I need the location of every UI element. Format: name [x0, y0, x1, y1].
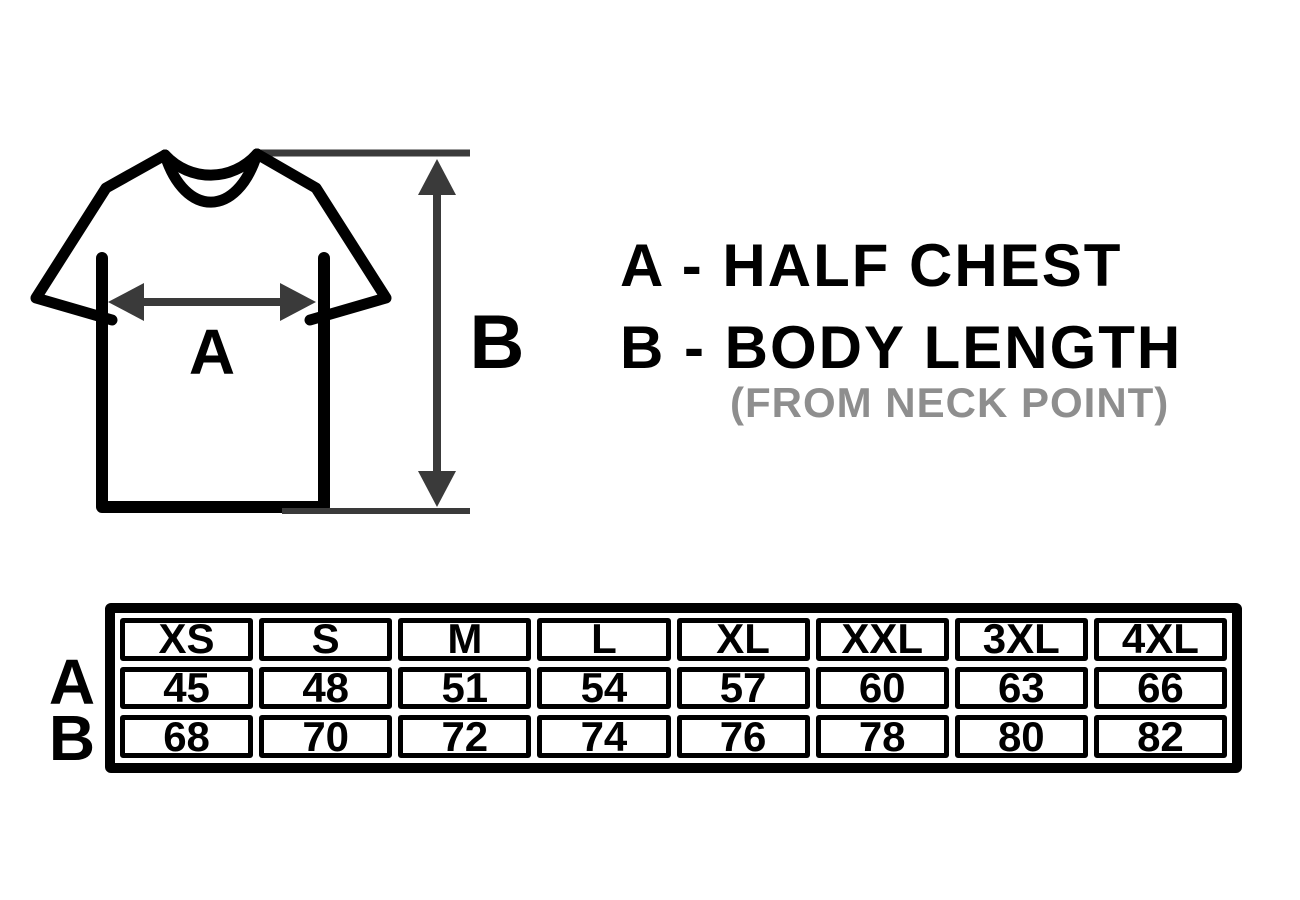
half-chest-value-xxl: 60 [815, 666, 949, 710]
size-header-l: L [537, 618, 671, 661]
tshirt-left-sleeve [30, 149, 171, 326]
size-header-s: S [259, 618, 393, 661]
size-header-4xl: 4XL [1093, 618, 1227, 661]
body-length-value-xxl: 78 [815, 715, 949, 758]
measure-a-label: A [189, 316, 235, 388]
half-chest-value-4xl: 66 [1093, 666, 1227, 710]
size-header-xs: XS [120, 618, 254, 661]
half-chest-value-m: 51 [398, 666, 532, 710]
body-length-value-m: 72 [398, 715, 532, 758]
half-chest-value-xl: 57 [676, 666, 810, 710]
body-length-value-xs: 68 [120, 715, 254, 758]
tshirt-torso [96, 252, 330, 513]
body-length-arrow-icon [418, 159, 456, 507]
tshirt-measure-diagram: A B [30, 148, 525, 514]
size-table: XS S M L XL XXL 3XL 4XL 45 48 51 54 57 6… [105, 603, 1242, 773]
half-chest-value-l: 54 [537, 666, 671, 710]
legend-body-length: B - BODY LENGTH [620, 314, 1183, 381]
body-length-value-4xl: 82 [1093, 715, 1227, 758]
half-chest-value-xs: 45 [120, 666, 254, 710]
tshirt-outline-icon [30, 148, 392, 513]
size-header-m: M [398, 618, 532, 661]
table-row-label-a: A [48, 646, 96, 718]
legend-half-chest: A - HALF CHEST [620, 232, 1123, 299]
size-header-xxl: XXL [815, 618, 949, 661]
size-header-3xl: 3XL [954, 618, 1088, 661]
half-chest-arrow-icon [108, 283, 316, 321]
body-length-value-s: 70 [259, 715, 393, 758]
legend-neck-point-note: (FROM NECK POINT) [730, 379, 1170, 426]
body-length-value-l: 74 [537, 715, 671, 758]
size-header-xl: XL [676, 618, 810, 661]
table-row-label-b: B [48, 702, 96, 774]
half-chest-value-3xl: 63 [954, 666, 1088, 710]
tshirt-collar-lower [159, 148, 263, 208]
body-length-value-3xl: 80 [954, 715, 1088, 758]
measure-b-label: B [470, 300, 525, 385]
half-chest-value-s: 48 [259, 666, 393, 710]
tshirt-right-sleeve [251, 148, 392, 326]
tshirt-collar-upper [159, 148, 263, 181]
body-length-value-xl: 76 [676, 715, 810, 758]
